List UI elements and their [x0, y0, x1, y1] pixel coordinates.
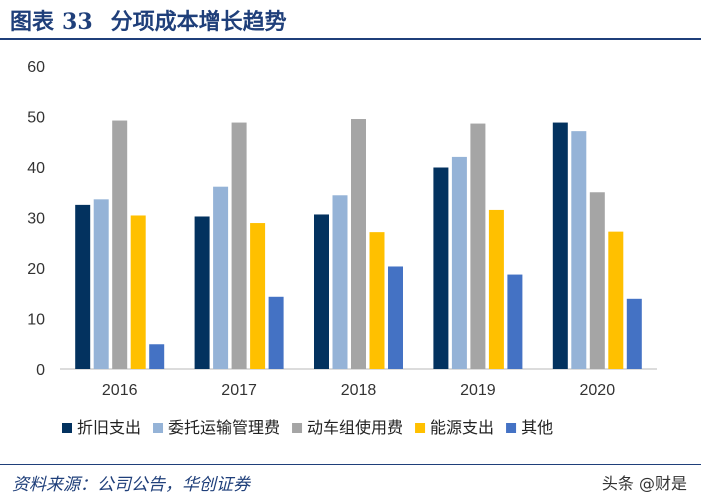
bar-其他-2016	[149, 344, 165, 369]
x-tick-label: 2017	[221, 382, 257, 399]
y-tick-label: 0	[36, 362, 45, 379]
bar-能源支出-2019	[488, 209, 504, 369]
legend-swatch	[62, 423, 72, 433]
x-tick-label: 2019	[460, 382, 496, 399]
bar-其他-2017	[268, 296, 284, 369]
bar-能源支出-2016	[130, 215, 146, 369]
figure-title: 图表 33 分项成本增长趋势	[10, 4, 287, 36]
x-tick-label: 2018	[341, 382, 377, 399]
bar-委托运输管理费-2019	[451, 156, 467, 369]
bar-动车组使用费-2018	[351, 119, 366, 370]
title-rule	[0, 38, 701, 40]
bar-动车组使用费-2019	[470, 123, 486, 369]
bar-委托运输管理费-2018	[332, 195, 348, 369]
y-tick-label: 60	[27, 59, 45, 76]
legend-label: 能源支出	[430, 418, 494, 437]
bar-chart: 0 10 20 30 40 50 60 2016 2017 2018 2019 2020 折旧支出 委托运…	[27, 59, 657, 437]
bar-其他-2019	[507, 274, 523, 369]
bar-折旧支出-2018	[314, 214, 329, 369]
y-tick-label: 50	[27, 110, 45, 127]
y-tick-label: 30	[27, 211, 45, 228]
bar-动车组使用费-2017	[231, 122, 247, 369]
x-tick-label: 2020	[580, 382, 616, 399]
y-tick-label: 10	[27, 312, 45, 329]
legend-label: 折旧支出	[77, 418, 141, 437]
legend-swatch	[292, 423, 303, 433]
figure-number: 33	[62, 9, 93, 35]
figure-title-text: 分项成本增长趋势	[110, 9, 287, 35]
watermark: 头条 @财是	[601, 474, 687, 493]
legend-label: 动车组使用费	[307, 418, 403, 437]
x-tick-label: 2016	[102, 382, 138, 399]
bar-能源支出-2020	[608, 231, 624, 369]
bar-委托运输管理费-2017	[213, 186, 229, 369]
legend-swatch	[506, 423, 517, 433]
y-tick-label: 20	[27, 261, 45, 278]
legend-swatch	[415, 423, 426, 433]
legend-swatch	[153, 423, 164, 433]
source-rule	[0, 464, 701, 465]
bar-能源支出-2018	[369, 232, 385, 369]
bar-折旧支出-2016	[75, 204, 91, 369]
bar-委托运输管理费-2016	[93, 199, 109, 369]
bar-折旧支出-2017	[194, 216, 210, 369]
y-tick-label: 40	[27, 160, 45, 177]
legend-label: 其他	[521, 418, 553, 437]
bar-动车组使用费-2020	[589, 192, 605, 369]
legend-label: 委托运输管理费	[168, 418, 280, 437]
bar-其他-2020	[626, 298, 642, 369]
bar-折旧支出-2020	[552, 122, 568, 369]
bar-折旧支出-2019	[433, 167, 449, 369]
bar-其他-2018	[388, 266, 403, 369]
bar-委托运输管理费-2020	[571, 131, 587, 369]
bar-能源支出-2017	[250, 223, 266, 369]
figure-label: 图表	[10, 9, 55, 35]
source-note: 资料来源：公司公告，华创证券	[12, 475, 250, 495]
bar-动车组使用费-2016	[112, 120, 128, 369]
